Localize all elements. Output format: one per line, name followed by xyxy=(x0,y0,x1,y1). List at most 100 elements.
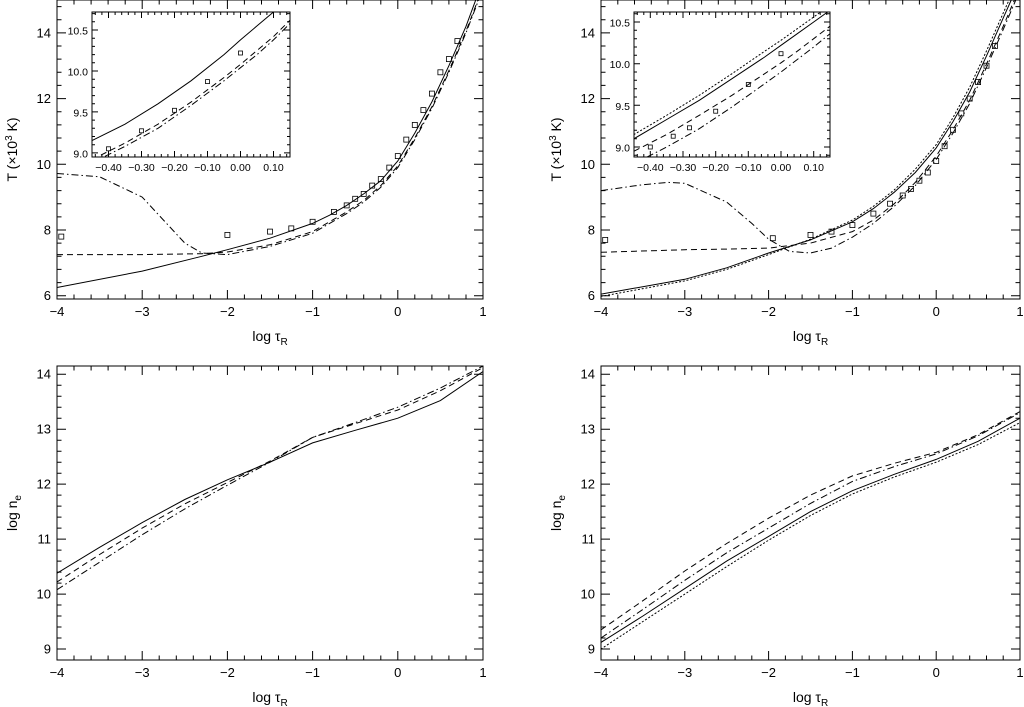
bottom-right-y-axis-title: log ne xyxy=(548,495,568,531)
top-left-inset-y-tick-label: 9.0 xyxy=(73,148,88,160)
top-right-inset-y-tick-label: 10.0 xyxy=(610,59,631,71)
top-right-data-point xyxy=(887,200,893,207)
top-left-inset-data-point xyxy=(238,50,243,56)
bottom-right-series-dashed-line xyxy=(601,411,1020,631)
top-left-series-dashed-line xyxy=(57,0,479,256)
top-right-inset-series-dashdot-line xyxy=(646,33,830,157)
top-right-inset-x-tick-label: 0.10 xyxy=(803,162,824,174)
top-left-x-tick-label: 1 xyxy=(479,304,486,319)
chart-bottom-right: −4 −3 −2 −1 0 1 9 10 11 12 13 14 log τR log ne xyxy=(548,365,1024,707)
top-left-inset-y-tick-label: 10.5 xyxy=(68,26,89,38)
top-right-inset-series-dashed-line xyxy=(634,25,830,152)
top-right-y-tick-label: 6 xyxy=(588,288,595,303)
top-left-y-axis-title: T (×103 K) xyxy=(4,117,20,181)
bottom-right-x-tick-label: 0 xyxy=(933,665,940,680)
top-right-y-tick-label: 8 xyxy=(588,223,595,238)
top-right-data-point xyxy=(933,158,940,164)
top-left-y-tick-label: 12 xyxy=(37,91,51,106)
top-left-y-tick-label: 8 xyxy=(44,223,51,238)
top-left-data-point xyxy=(420,107,427,113)
bottom-left-series-solid-line xyxy=(57,371,483,574)
bottom-left-y-tick-label: 10 xyxy=(37,587,51,602)
bottom-left-x-tick-label: 0 xyxy=(394,665,401,680)
top-right-data-point xyxy=(828,228,835,235)
top-left-data-point xyxy=(288,225,295,232)
top-left-inset-x-tick-label: −0.30 xyxy=(128,162,155,174)
bottom-left-y-tick-label: 13 xyxy=(37,422,51,437)
top-left-inset-x-tick-label: −0.20 xyxy=(161,162,188,174)
bottom-left-y-axis-title: log ne xyxy=(4,495,24,531)
top-right-inset-background xyxy=(634,12,830,157)
top-right-data-point xyxy=(983,62,990,69)
bottom-left-x-tick-label: 1 xyxy=(479,665,486,680)
top-right-data-point xyxy=(950,126,956,133)
top-left-x-axis-title: log τR xyxy=(252,328,287,348)
top-left-inset-y-tick-label: 10.0 xyxy=(68,67,89,79)
bottom-left-series-dashdot-line xyxy=(57,366,483,591)
top-right-inset-x-tick-label: −0.30 xyxy=(670,162,697,174)
bottom-left-series-dashed-line xyxy=(57,367,483,583)
top-right-data-point xyxy=(899,192,906,199)
top-right-inset-data-point xyxy=(670,133,676,139)
top-left-inset-series-dashdot-line xyxy=(102,23,290,157)
top-right-y-tick-label: 10 xyxy=(581,157,595,172)
top-left-inset-data-point xyxy=(205,79,210,84)
bottom-left-y-tick-label: 11 xyxy=(38,532,52,547)
top-left-y-tick-label: 10 xyxy=(37,157,51,172)
top-left-inset-x-tick-label: −0.10 xyxy=(194,162,221,174)
bottom-right-x-tick-label: −4 xyxy=(594,665,609,680)
top-right-x-tick-label: −4 xyxy=(594,304,609,319)
top-right-data-point xyxy=(975,79,981,85)
top-left-data-point xyxy=(445,56,452,62)
top-left-x-tick-label: −4 xyxy=(50,304,65,319)
top-right-inset-series-dotted-line xyxy=(634,12,822,135)
top-right-inset-y-tick-label: 9.0 xyxy=(615,143,630,155)
bottom-right-x-tick-label: −2 xyxy=(761,665,776,680)
top-left-data-point xyxy=(377,176,384,183)
top-left-inset-x-tick-label: −0.40 xyxy=(95,162,122,174)
top-right-x-tick-label: 0 xyxy=(933,304,940,319)
top-right-x-tick-label: −1 xyxy=(845,304,860,319)
top-right-series-dashdot-line xyxy=(601,0,1017,254)
bottom-left-axis-ticks xyxy=(56,366,484,661)
top-right-data-point xyxy=(966,95,973,102)
top-left-data-point xyxy=(411,122,418,128)
top-left-x-tick-label: −2 xyxy=(220,304,235,319)
bottom-left-x-tick-label: −3 xyxy=(135,665,150,680)
bottom-right-plot-frame xyxy=(600,365,1021,661)
top-left-data-point xyxy=(309,218,316,225)
bottom-left-y-tick-label: 12 xyxy=(37,477,51,492)
top-right-inset-data-point xyxy=(713,108,719,114)
top-left-inset-series-solid-line xyxy=(92,12,275,142)
bottom-right-series-dotted-line xyxy=(601,422,1020,650)
top-right-x-tick-label: −3 xyxy=(677,304,692,319)
top-left-data-point xyxy=(428,90,435,97)
top-left-data-point xyxy=(369,182,376,189)
bottom-left-plot-frame xyxy=(56,365,484,661)
top-right-data-point xyxy=(769,235,776,242)
top-right-x-tick-label: 1 xyxy=(1016,304,1023,319)
top-left-inset-axis-ticks xyxy=(92,12,290,157)
top-right-series-dotted-line xyxy=(601,0,1010,297)
top-right-inset-data-point xyxy=(687,125,692,131)
top-left-inset-data-point xyxy=(106,146,111,152)
bottom-left-y-tick-label: 14 xyxy=(37,367,51,382)
bottom-right-y-tick-label: 11 xyxy=(582,532,596,547)
top-left-x-tick-label: −1 xyxy=(305,304,320,319)
bottom-right-y-tick-label: 13 xyxy=(581,422,595,437)
top-left-data-point xyxy=(224,231,231,238)
top-left-data-point xyxy=(343,202,350,209)
bottom-right-series-solid-line xyxy=(601,417,1020,643)
top-right-inset-plot-frame xyxy=(633,11,831,158)
top-right-inset-y-tick-label: 10.5 xyxy=(610,18,631,30)
top-right-series-solid-line xyxy=(601,0,1012,295)
top-right-data-point xyxy=(941,143,948,150)
top-right-y-tick-label: 14 xyxy=(581,25,595,40)
bottom-right-x-tick-label: 1 xyxy=(1016,665,1023,680)
top-left-series-dashdot-line xyxy=(57,0,480,256)
top-left-inset-data-point xyxy=(139,128,144,134)
bottom-left-y-tick-label: 9 xyxy=(44,642,51,657)
bottom-right-axis-ticks xyxy=(600,366,1021,661)
bottom-right-y-tick-label: 14 xyxy=(581,367,595,382)
